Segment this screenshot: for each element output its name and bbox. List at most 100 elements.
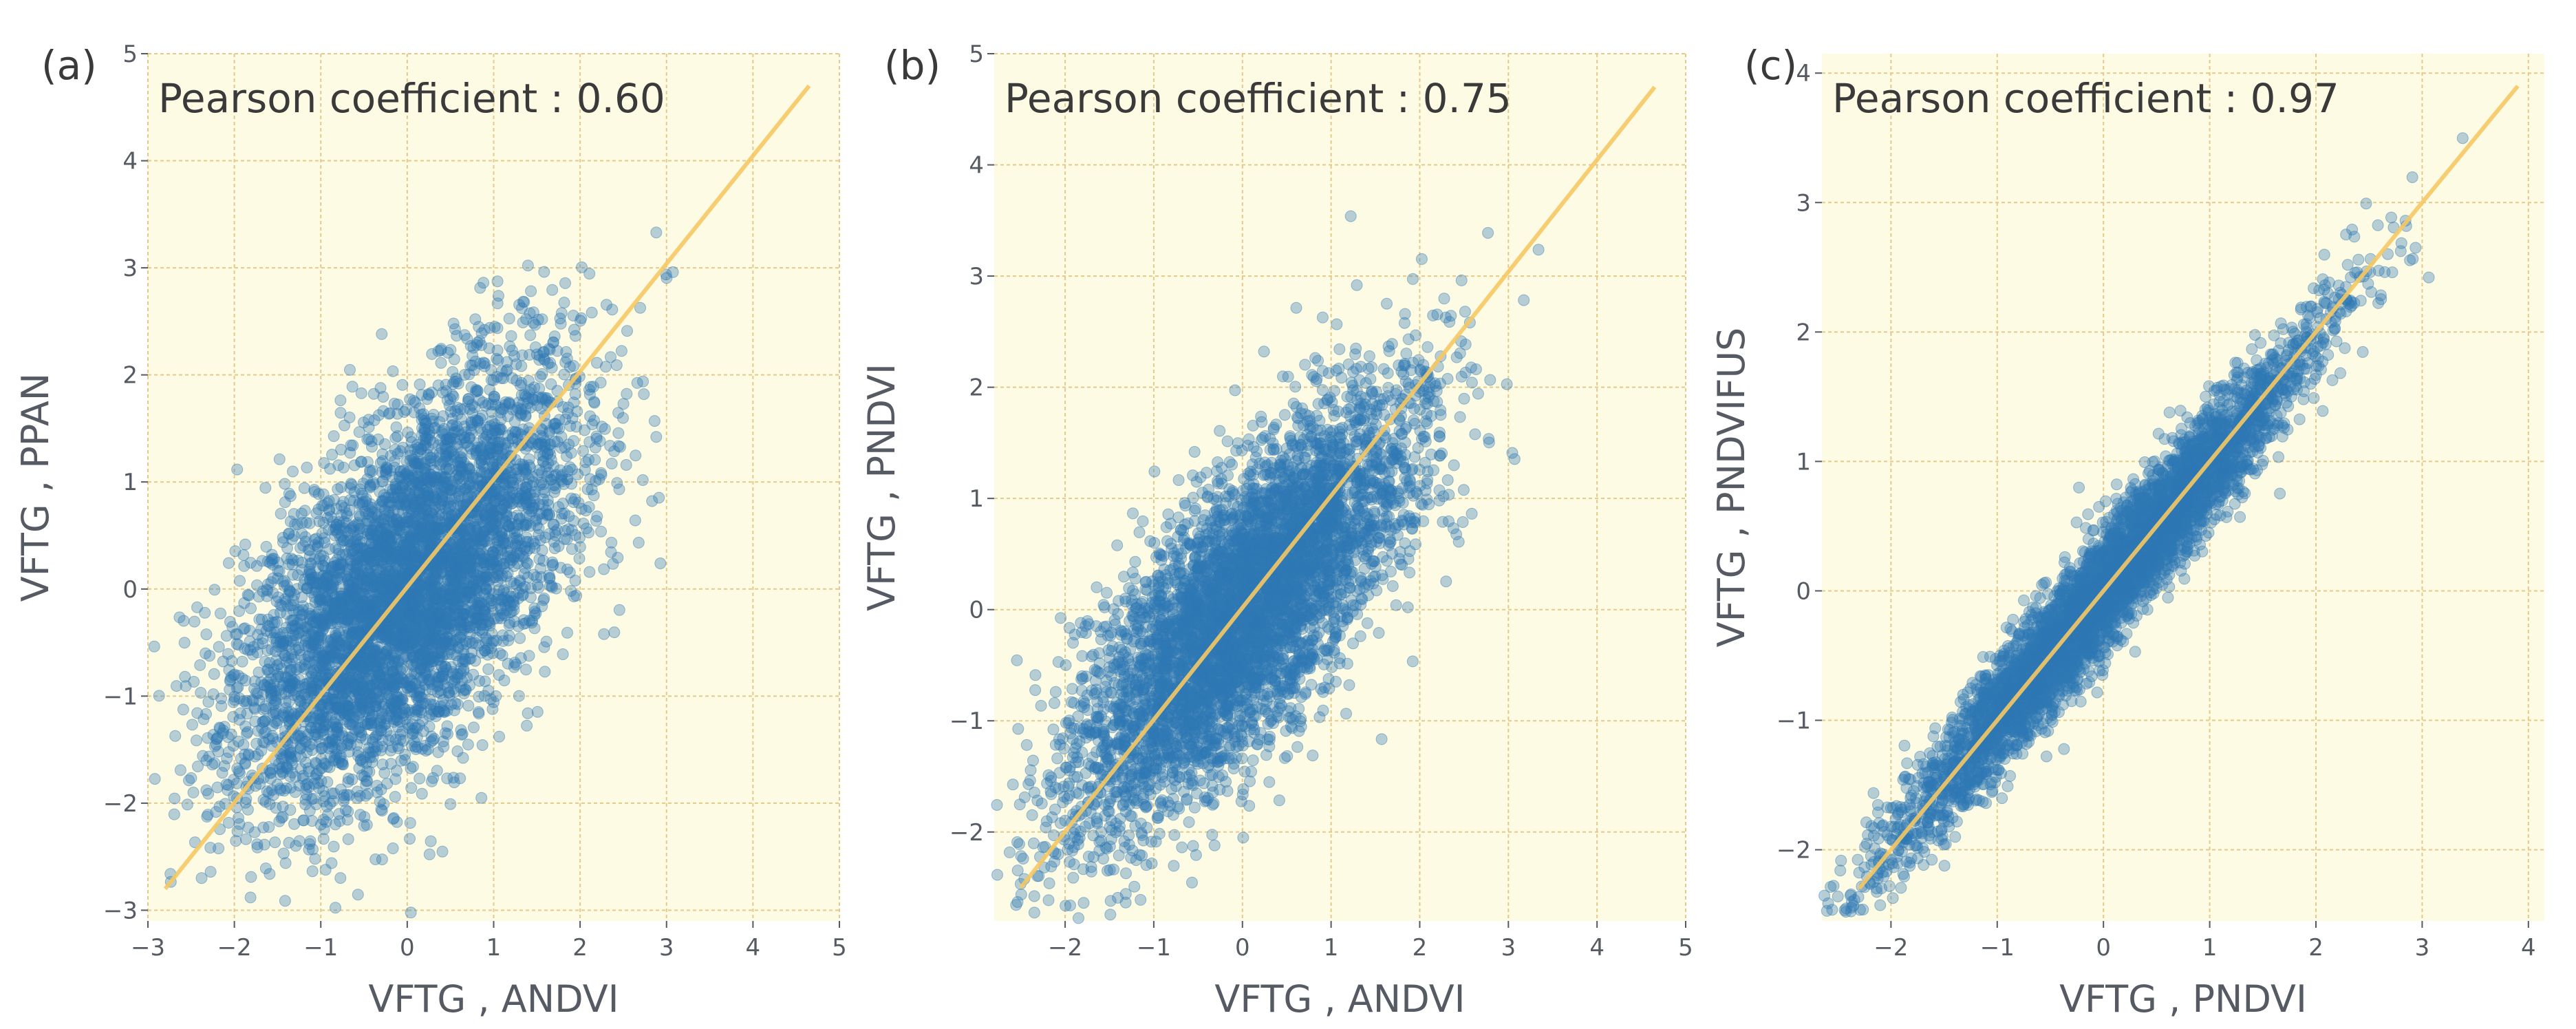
scatter-point — [568, 515, 580, 527]
scatter-point — [380, 563, 393, 575]
scatter-point — [323, 761, 336, 774]
scatter-point — [569, 330, 581, 342]
scatter-point — [492, 569, 504, 582]
scatter-point — [230, 628, 242, 640]
scatter-point — [425, 730, 438, 743]
scatter-point — [546, 581, 558, 593]
scatter-point — [589, 454, 601, 466]
scatter-point — [334, 686, 346, 698]
scatter-point — [409, 500, 421, 512]
scatter-point — [588, 396, 601, 409]
scatter-point — [322, 809, 334, 821]
scatter-point — [169, 792, 181, 805]
scatter-point — [385, 758, 397, 770]
scatter-point — [420, 745, 432, 757]
scatter-point — [485, 374, 497, 386]
scatter-point — [405, 906, 417, 919]
scatter-point — [372, 588, 385, 601]
scatter-point — [425, 637, 438, 650]
scatter-point — [374, 583, 387, 595]
scatter-point — [178, 615, 190, 627]
scatter-point — [279, 478, 291, 490]
scatter-point — [320, 653, 332, 666]
scatter-point — [473, 690, 485, 703]
scatter-point — [449, 482, 462, 494]
scatter-point — [537, 478, 550, 490]
scatter-point — [439, 511, 451, 524]
scatter-point — [612, 427, 625, 439]
scatter-point — [350, 533, 362, 546]
scatter-point — [557, 648, 569, 660]
scatter-point — [284, 490, 297, 502]
scatter-point — [392, 708, 405, 720]
scatter-point — [427, 527, 440, 539]
scatter-point — [501, 604, 513, 617]
scatter-point — [475, 792, 488, 804]
scatter-point — [548, 436, 561, 447]
scatter-point — [469, 313, 482, 326]
scatter-point — [435, 498, 447, 510]
scatter-point — [226, 655, 238, 667]
scatter-point — [417, 600, 429, 613]
scatter-point — [444, 518, 455, 530]
scatter-point — [376, 560, 388, 573]
scatter-point — [418, 637, 430, 649]
scatter-point — [467, 578, 480, 591]
scatter-point — [273, 453, 286, 465]
scatter-point — [557, 498, 569, 509]
scatter-point — [380, 592, 392, 604]
scatter-point — [300, 736, 312, 748]
scatter-point — [363, 421, 375, 434]
scatter-point — [389, 773, 402, 785]
scatter-point — [230, 835, 242, 847]
scatter-point — [442, 479, 454, 491]
scatter-point — [377, 495, 389, 507]
scatter-point — [297, 625, 309, 637]
scatter-point — [368, 606, 380, 618]
scatter-point — [457, 575, 469, 588]
scatter-point — [489, 424, 501, 436]
scatter-point — [475, 597, 487, 609]
scatter-point — [462, 470, 475, 482]
scatter-point — [453, 655, 465, 668]
scatter-point — [412, 602, 425, 615]
scatter-point — [522, 259, 534, 272]
scatter-point — [605, 458, 618, 469]
scatter-point — [293, 779, 305, 792]
scatter-point — [396, 694, 409, 706]
scatter-point — [329, 696, 341, 708]
scatter-point — [380, 582, 392, 595]
scatter-point — [548, 418, 560, 430]
scatter-point — [539, 666, 551, 678]
scatter-point — [346, 628, 358, 639]
scatter-point — [538, 641, 550, 653]
scatter-point — [354, 809, 367, 821]
scatter-point — [471, 385, 484, 396]
scatter-point — [195, 687, 207, 699]
scatter-point — [264, 798, 276, 810]
scatter-point — [236, 655, 248, 668]
scatter-point — [390, 483, 402, 495]
scatter-point — [464, 571, 477, 584]
scatter-point — [335, 443, 347, 456]
scatter-point — [316, 725, 328, 737]
scatter-point — [588, 489, 600, 502]
scatter-point — [326, 449, 339, 460]
scatter-point — [355, 456, 367, 468]
scatter-point — [330, 902, 341, 914]
scatter-point — [444, 485, 456, 496]
scatter-point — [301, 677, 313, 690]
scatter-point — [290, 840, 302, 852]
scatter-point — [194, 659, 206, 671]
scatter-point — [243, 589, 255, 602]
scatter-point — [559, 277, 571, 289]
scatter-point — [329, 529, 341, 542]
scatter-point — [608, 626, 621, 639]
scatter-point — [208, 584, 221, 596]
grid-lines — [147, 53, 840, 921]
scatter-point — [429, 532, 441, 544]
scatter-point — [503, 397, 515, 410]
scatter-point — [453, 499, 465, 511]
scatter-point — [233, 670, 245, 682]
scatter-point — [492, 354, 504, 366]
